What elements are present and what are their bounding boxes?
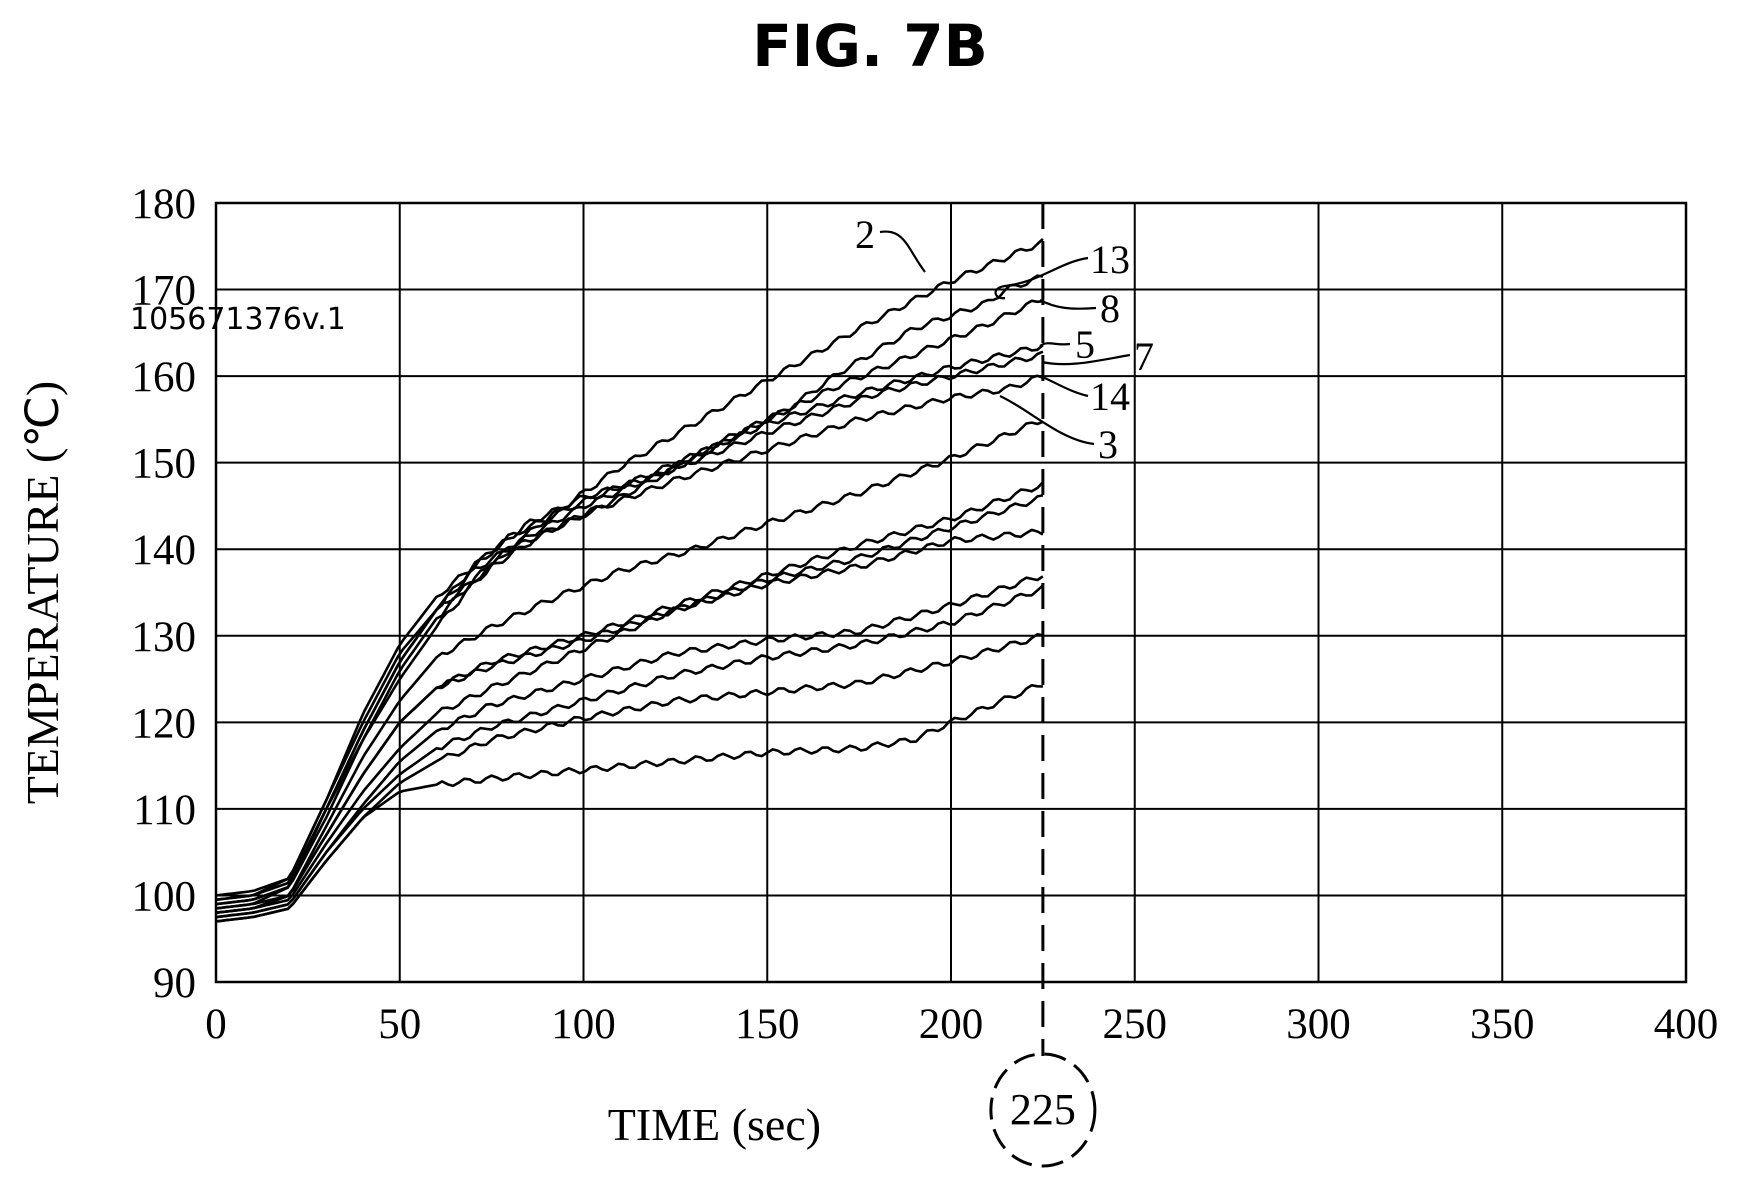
document-watermark: 105671376v.1 bbox=[130, 302, 346, 337]
leader-line-3 bbox=[999, 395, 1095, 446]
x-tick-label: 0 bbox=[205, 1001, 227, 1048]
series-line-unlabeled-9 bbox=[215, 528, 1044, 915]
marker-circle bbox=[989, 1052, 1097, 1168]
leader-line-13 bbox=[994, 256, 1089, 300]
series-line-unlabeled-11 bbox=[215, 584, 1044, 919]
y-tick-label: 100 bbox=[132, 873, 197, 920]
curve-label-2: 2 bbox=[855, 212, 875, 257]
plot-frame bbox=[214, 201, 1688, 984]
x-tick-label: 200 bbox=[919, 1001, 984, 1048]
curve-label-13: 13 bbox=[1090, 237, 1130, 282]
marker-label: 225 bbox=[1010, 1085, 1076, 1134]
x-tick-label: 300 bbox=[1286, 1001, 1351, 1048]
series-line-unlabeled-10 bbox=[215, 575, 1044, 919]
marker-layer: 225 bbox=[989, 203, 1097, 1168]
y-axis-label: TEMPERATURE (℃) bbox=[17, 381, 68, 804]
curve-label-3: 3 bbox=[1098, 422, 1118, 467]
curve-label-7: 7 bbox=[1134, 334, 1154, 379]
x-tick-label: 50 bbox=[378, 1001, 421, 1048]
x-tick-label: 250 bbox=[1103, 1001, 1168, 1048]
series-line-unlabeled-8 bbox=[215, 494, 1044, 910]
y-tick-label: 130 bbox=[132, 614, 197, 661]
series-line-5 bbox=[215, 344, 1044, 902]
series-layer bbox=[215, 237, 1044, 923]
x-tick-label: 400 bbox=[1654, 1001, 1719, 1048]
x-tick-label: 150 bbox=[735, 1001, 800, 1048]
y-tick-label: 150 bbox=[132, 441, 197, 488]
series-line-unlabeled-7 bbox=[215, 481, 1044, 915]
series-line-8 bbox=[215, 299, 1044, 897]
x-axis-label: TIME (sec) bbox=[608, 1099, 821, 1150]
y-tick-label: 170 bbox=[132, 268, 197, 315]
series-line-7 bbox=[215, 350, 1044, 906]
leader-line-14 bbox=[1039, 374, 1089, 398]
y-tick-label: 90 bbox=[153, 960, 196, 1007]
y-tick-label: 110 bbox=[133, 787, 196, 834]
x-tick-label: 350 bbox=[1470, 1001, 1535, 1048]
y-tick-label: 160 bbox=[132, 354, 197, 401]
curve-label-14: 14 bbox=[1090, 374, 1130, 419]
curve-label-8: 8 bbox=[1100, 286, 1120, 331]
series-line-unlabeled-13 bbox=[215, 684, 1043, 923]
leader-line-8 bbox=[1039, 299, 1097, 310]
figure-title: FIG. 7B bbox=[752, 12, 988, 80]
y-tick-label: 180 bbox=[132, 181, 197, 228]
leader-line-2 bbox=[879, 230, 926, 273]
grid-lines bbox=[215, 202, 1687, 983]
curve-label-5: 5 bbox=[1075, 322, 1095, 367]
series-line-3 bbox=[215, 420, 1044, 915]
series-line-14 bbox=[215, 374, 1044, 902]
leader-line-7 bbox=[1041, 353, 1131, 366]
tick-labels: 0 50 100 150 200 250 300 350 400 90 100 110 120 130 14… bbox=[132, 181, 1719, 1048]
y-tick-label: 140 bbox=[132, 527, 197, 574]
x-tick-label: 100 bbox=[551, 1001, 616, 1048]
y-tick-label: 120 bbox=[132, 700, 197, 747]
leader-line-5 bbox=[1039, 342, 1071, 347]
